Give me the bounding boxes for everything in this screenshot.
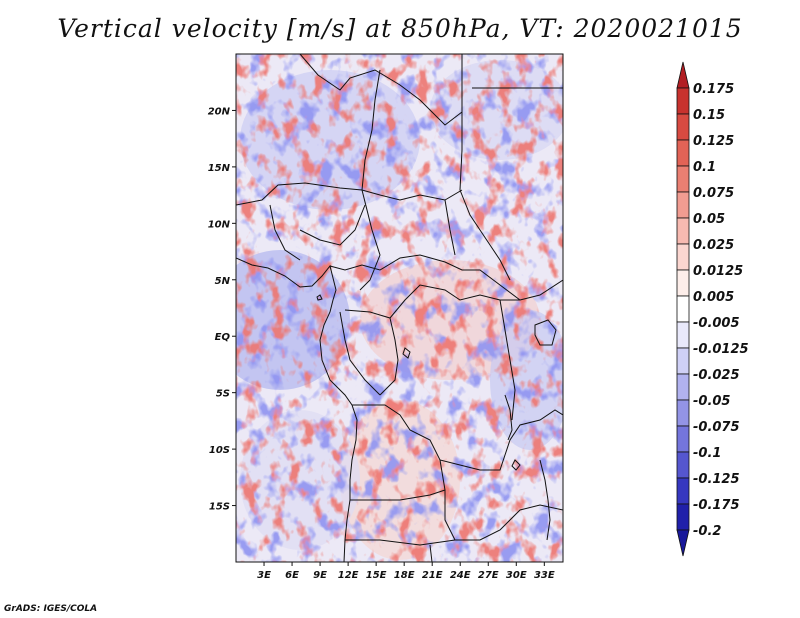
colorbar-segment: [676, 139, 690, 167]
credit-text: GrADS: IGES/COLA: [4, 604, 98, 614]
colorbar-segment: [676, 191, 690, 219]
colorbar-label: -0.005: [693, 316, 740, 331]
lat-tick-label: 10S: [209, 445, 230, 456]
map-field: [236, 54, 563, 562]
lon-tick-label: 15E: [366, 570, 387, 581]
lon-tick-label: 24E: [450, 570, 471, 581]
lat-tick-label: 15N: [208, 163, 231, 174]
colorbar-label: 0.075: [693, 186, 734, 201]
longitude-axis: 3E 6E 9E 12E 15E 18E 21E 24E 27E 30E 33E: [257, 562, 555, 581]
latitude-axis: 20N 15N 10N 5N EQ 5S 10S 15S: [208, 106, 236, 513]
lon-tick-label: 18E: [394, 570, 415, 581]
colorbar-segment: [676, 243, 690, 271]
colorbar-segment: [676, 451, 690, 479]
lat-tick-label: 15S: [209, 502, 230, 513]
colorbar-segment: [676, 87, 690, 115]
colorbar-label: -0.1: [693, 446, 721, 461]
lat-tick-label: 20N: [208, 106, 231, 117]
colorbar-label: -0.125: [693, 472, 740, 487]
lon-tick-label: 27E: [478, 570, 499, 581]
colorbar-label: -0.2: [693, 524, 721, 539]
colorbar-segment: [676, 295, 690, 323]
colorbar-label: 0.15: [693, 108, 725, 123]
colorbar-segment: [676, 425, 690, 453]
colorbar-label: 0.125: [693, 134, 734, 149]
lon-tick-label: 6E: [285, 570, 299, 581]
colorbar-segment: [676, 477, 690, 505]
lon-tick-label: 33E: [534, 570, 555, 581]
colorbar-segment: [676, 269, 690, 297]
lat-tick-label: 10N: [208, 219, 231, 230]
colorbar-label: -0.175: [693, 498, 740, 513]
lat-tick-label: 5S: [216, 389, 230, 400]
colorbar-segment: [676, 347, 690, 375]
colorbar-label: 0.175: [693, 82, 734, 97]
colorbar-label: -0.075: [693, 420, 740, 435]
lon-tick-label: 21E: [422, 570, 443, 581]
lat-tick-label: 5N: [215, 276, 231, 287]
colorbar-label: -0.0125: [693, 342, 749, 357]
colorbar-segment: [676, 321, 690, 349]
map-borders: [236, 54, 563, 562]
colorbar-label: 0.0125: [693, 264, 743, 279]
colorbar-label: 0.05: [693, 212, 725, 227]
colorbar-segment: [676, 503, 690, 531]
colorbar-segment: [676, 61, 690, 89]
lat-tick-label: EQ: [215, 332, 231, 343]
lon-tick-label: 30E: [506, 570, 527, 581]
colorbar-segment: [676, 373, 690, 401]
colorbar-segment: [676, 217, 690, 245]
lon-tick-label: 9E: [313, 570, 327, 581]
colorbar-label: -0.025: [693, 368, 740, 383]
lon-tick-label: 12E: [338, 570, 359, 581]
colorbar-label: 0.025: [693, 238, 734, 253]
map-frame: [235, 53, 564, 563]
colorbar-segment: [676, 529, 690, 557]
lon-tick-label: 3E: [257, 570, 271, 581]
colorbar-label: -0.05: [693, 394, 730, 409]
colorbar-segment: [676, 113, 690, 141]
colorbar-segment: [676, 165, 690, 193]
colorbar: 0.175 0.15 0.125 0.1 0.075 0.05 0.025 0.0125 0.0…: [676, 61, 749, 557]
colorbar-segment: [676, 399, 690, 427]
colorbar-label: 0.1: [693, 160, 716, 175]
colorbar-label: 0.005: [693, 290, 734, 305]
plot-title: Vertical velocity [m/s] at 850hPa, VT: 2…: [57, 14, 743, 43]
